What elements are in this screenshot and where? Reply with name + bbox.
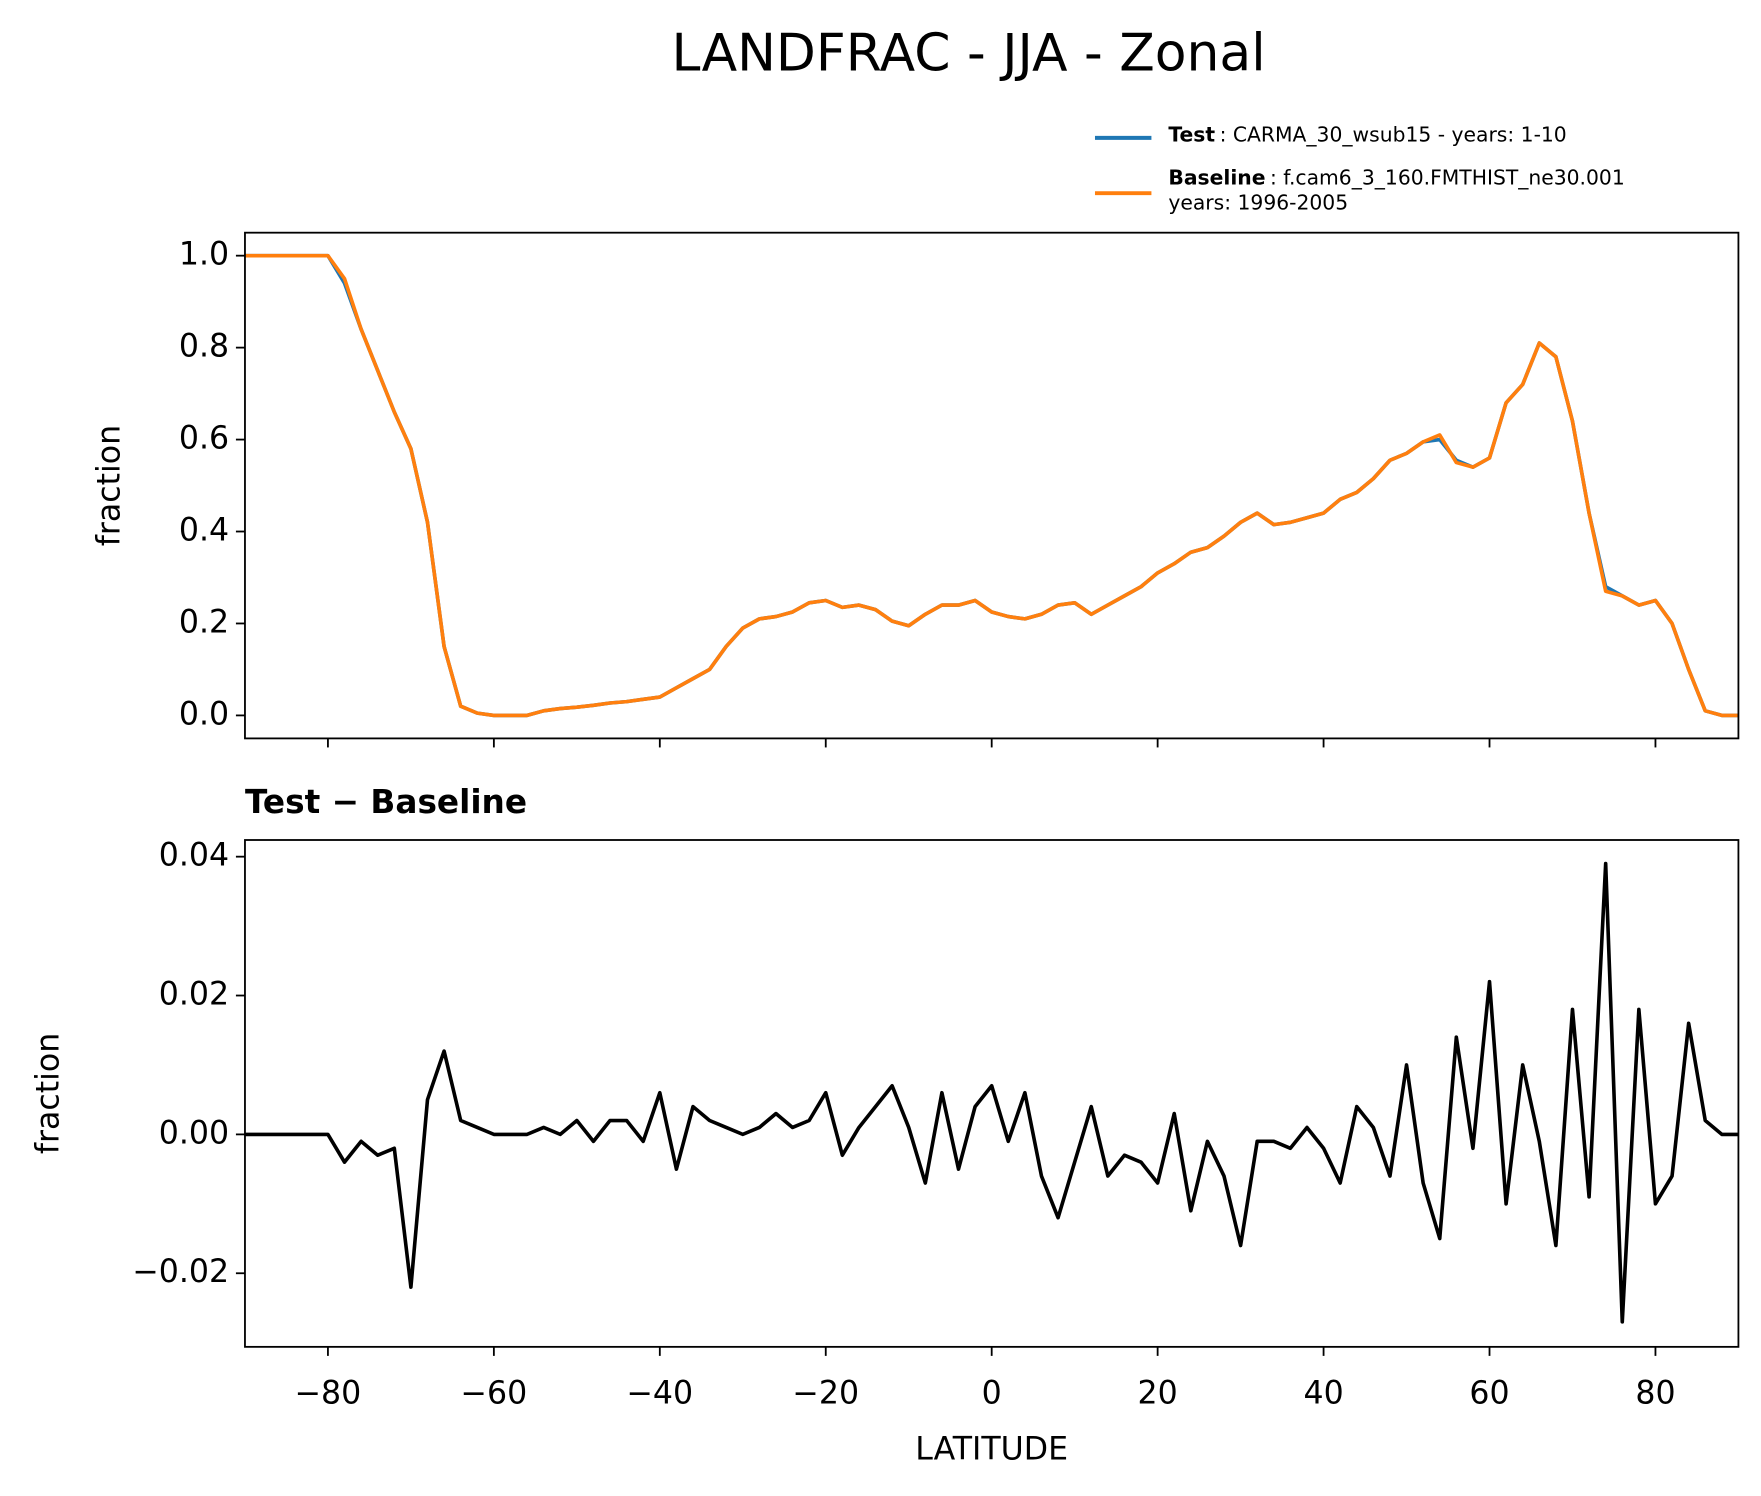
axes-title: Test − Baseline bbox=[245, 783, 527, 821]
y-tick-label: 0.4 bbox=[179, 513, 229, 549]
y-tick-label: 0.8 bbox=[179, 329, 229, 365]
x-tick-label: −20 bbox=[792, 1375, 859, 1411]
legend-name: Test bbox=[1168, 123, 1215, 147]
legend-label: Baseline: f.cam6_3_160.FMTHIST_ne30.001 bbox=[1168, 165, 1624, 190]
y-axis-label: fraction bbox=[92, 425, 128, 546]
legend-name: Baseline bbox=[1168, 165, 1265, 189]
data-line bbox=[244, 253, 1739, 718]
y-tick-label: 1.0 bbox=[179, 237, 229, 273]
figure-title: LANDFRAC - JJA - Zonal bbox=[671, 24, 1265, 84]
data-line bbox=[244, 253, 1739, 718]
x-tick-label: 40 bbox=[1303, 1375, 1343, 1411]
legend-text: : f.cam6_3_160.FMTHIST_ne30.001 bbox=[1270, 165, 1625, 190]
x-tick-label: −60 bbox=[461, 1375, 528, 1411]
x-tick-label: 60 bbox=[1469, 1375, 1509, 1411]
y-tick-label: 0.0 bbox=[179, 696, 229, 732]
x-axis-label: LATITUDE bbox=[915, 1432, 1068, 1468]
x-tick-label: −80 bbox=[295, 1375, 362, 1411]
x-tick-label: 20 bbox=[1138, 1375, 1178, 1411]
y-tick-label: 0.6 bbox=[179, 421, 229, 457]
legend-text: : CARMA_30_wsub15 - years: 1-10 bbox=[1220, 123, 1567, 148]
x-tick-label: 0 bbox=[982, 1375, 1002, 1411]
legend-label: Test: CARMA_30_wsub15 - years: 1-10 bbox=[1168, 123, 1566, 148]
x-tick-label: −40 bbox=[626, 1375, 693, 1411]
x-tick-label: 80 bbox=[1635, 1375, 1675, 1411]
y-tick-label: 0.04 bbox=[159, 838, 229, 874]
y-tick-label: −0.02 bbox=[132, 1254, 229, 1290]
y-tick-label: 0.2 bbox=[179, 604, 229, 640]
legend-text: years: 1996-2005 bbox=[1168, 190, 1348, 214]
axes-frame bbox=[244, 839, 1740, 1348]
y-axis-label: fraction bbox=[31, 1033, 67, 1154]
data-line bbox=[244, 861, 1739, 1324]
axes-frame bbox=[244, 231, 1740, 740]
y-tick-label: 0.00 bbox=[159, 1115, 229, 1151]
y-tick-label: 0.02 bbox=[159, 977, 229, 1013]
